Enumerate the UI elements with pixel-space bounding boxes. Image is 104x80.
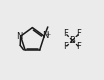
Text: B: B (69, 36, 75, 45)
Text: N: N (16, 32, 22, 40)
Text: F: F (76, 29, 81, 38)
Text: F: F (63, 29, 68, 38)
Text: -: - (74, 33, 77, 39)
Text: F: F (76, 42, 81, 51)
Text: +: + (45, 32, 50, 37)
Text: N: N (42, 31, 49, 40)
Text: F: F (63, 42, 68, 51)
